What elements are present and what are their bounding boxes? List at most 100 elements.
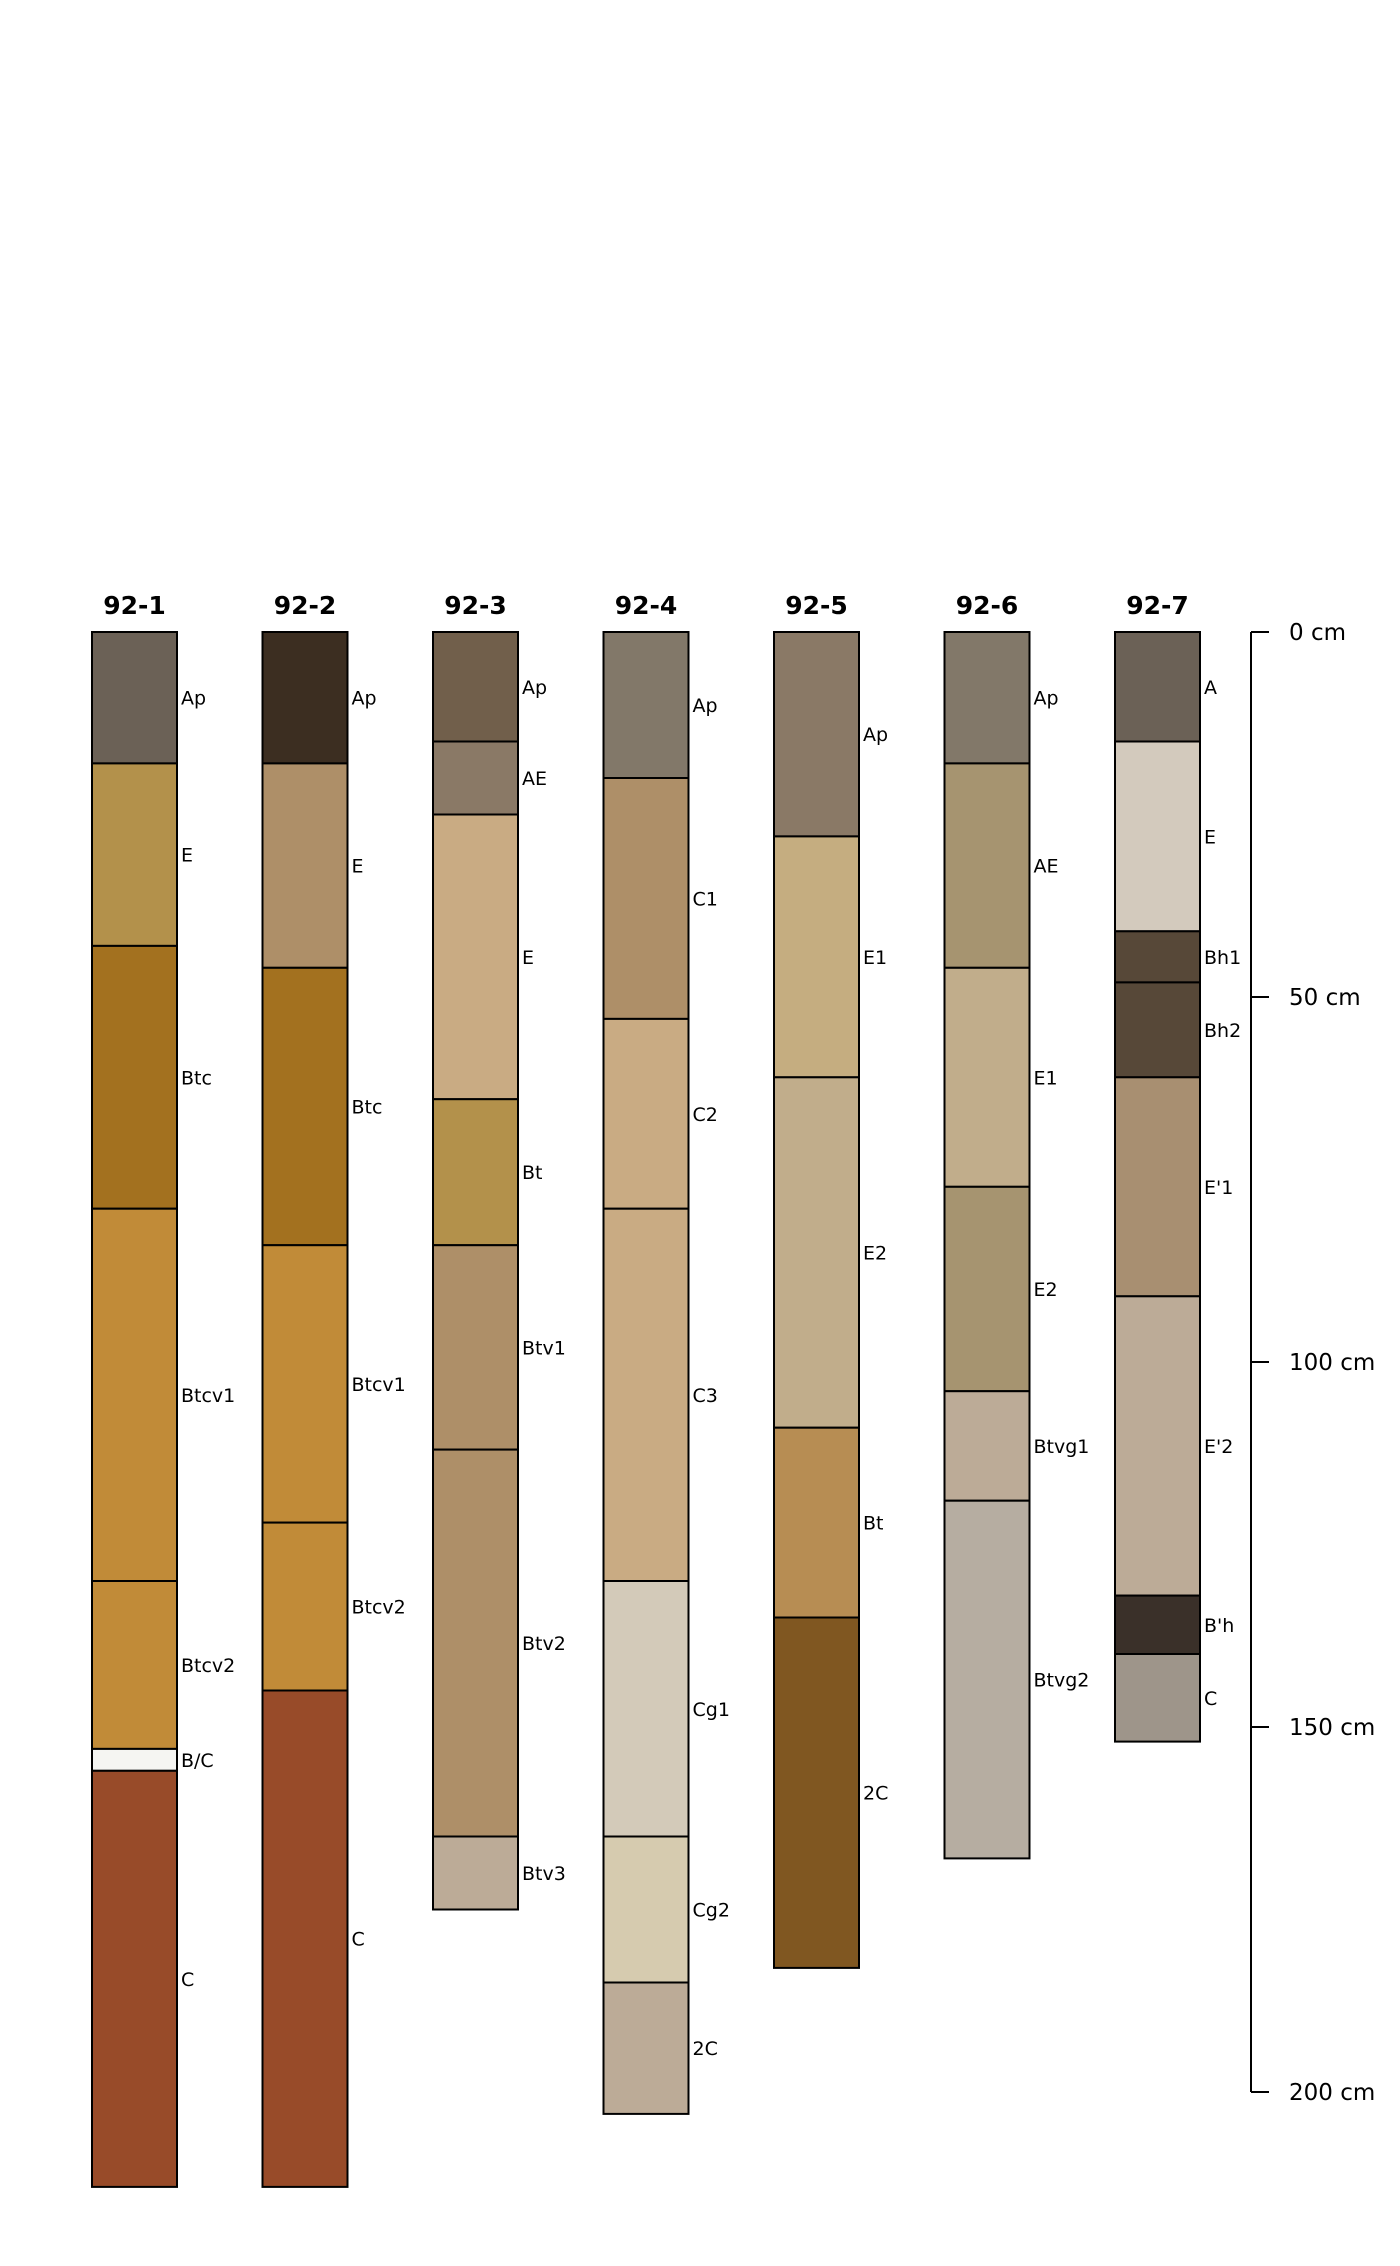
horizon-block [432, 1244, 519, 1451]
horizon-label: C [1204, 1688, 1217, 1710]
depth-tick-label: 100 cm [1289, 1350, 1375, 1376]
horizon-block [432, 1835, 519, 1911]
depth-tick-label: 200 cm [1289, 2080, 1375, 2106]
horizon-label: Cg2 [693, 1900, 730, 1922]
horizon-label: Btvg1 [1034, 1436, 1090, 1458]
horizon-block [91, 944, 178, 1210]
horizon-block [91, 1207, 178, 1582]
horizon-label: Btcv2 [352, 1597, 406, 1619]
horizon-block [1114, 1653, 1201, 1743]
horizon-block [943, 1499, 1031, 1860]
horizon-label: B'h [1204, 1615, 1234, 1637]
horizon-label: Btv1 [522, 1337, 566, 1359]
horizon-label: AE [1034, 856, 1059, 878]
depth-tick-label: 50 cm [1289, 985, 1361, 1011]
horizon-block [602, 1835, 690, 1984]
horizon-label: C2 [693, 1104, 718, 1126]
horizon-label: Btv2 [522, 1633, 566, 1655]
horizon-label: Btcv1 [181, 1385, 235, 1407]
depth-tick-label: 0 cm [1289, 620, 1346, 646]
horizon-label: Ap [693, 695, 718, 717]
horizon-block [773, 1616, 860, 1969]
profile-92-1: 92-1 Ap E Btc Btcv1 Btcv2 B/C C [91, 591, 235, 2188]
horizon-block [1114, 631, 1201, 743]
horizon-label: E2 [863, 1243, 887, 1265]
horizon-block [261, 631, 349, 765]
horizon-label: Btc [352, 1097, 383, 1119]
horizon-label: AE [522, 768, 547, 790]
horizon-block [773, 1076, 860, 1429]
horizon-block [602, 1981, 690, 2115]
horizon-block [602, 1207, 690, 1582]
profile-title: 92-5 [785, 591, 848, 620]
horizon-block [91, 1580, 178, 1750]
horizon-block [261, 1244, 349, 1524]
horizon-label: Cg1 [693, 1699, 730, 1721]
horizon-block [1114, 1594, 1201, 1655]
horizon-block [1114, 1295, 1201, 1597]
horizon-label: E'1 [1204, 1177, 1233, 1199]
horizon-label: E'2 [1204, 1436, 1233, 1458]
horizon-block [773, 835, 860, 1079]
horizon-label: A [1204, 677, 1217, 699]
profile-92-3: 92-3 Ap AE E Bt Btv1 Btv2 Btv3 [432, 591, 566, 1911]
horizon-label: C [181, 1969, 194, 1991]
horizon-label: E [181, 845, 193, 867]
horizon-block [432, 1448, 519, 1838]
horizon-block [1114, 981, 1201, 1079]
horizon-label: B/C [181, 1750, 214, 1772]
horizon-label: Ap [522, 677, 547, 699]
horizon-label: E1 [863, 947, 887, 969]
horizon-block [602, 1017, 690, 1210]
horizon-block [943, 762, 1031, 969]
profile-title: 92-4 [615, 591, 678, 620]
horizon-label: Ap [1034, 688, 1059, 710]
profile-title: 92-1 [103, 591, 166, 620]
horizon-block [261, 762, 349, 969]
horizon-block [432, 631, 519, 743]
horizon-block [432, 1098, 519, 1247]
horizon-label: E [1204, 826, 1216, 848]
horizon-label: Ap [352, 688, 377, 710]
horizon-block [261, 1521, 349, 1692]
profile-title: 92-2 [274, 591, 337, 620]
horizon-block [943, 966, 1031, 1188]
horizon-block [91, 762, 178, 947]
horizon-block [1114, 740, 1201, 933]
horizon-block [773, 631, 860, 838]
profile-title: 92-6 [956, 591, 1019, 620]
soil-profiles: 92-1 Ap E Btc Btcv1 Btcv2 B/C C 92-2 Ap E Btc Btcv1 B… [91, 591, 1241, 2188]
horizon-label: C1 [693, 888, 718, 910]
horizon-label: Btc [181, 1067, 212, 1089]
horizon-label: E2 [1034, 1279, 1058, 1301]
horizon-label: C3 [693, 1385, 718, 1407]
profile-92-2: 92-2 Ap E Btc Btcv1 Btcv2 C [261, 591, 406, 2188]
horizon-block [602, 777, 690, 1020]
horizon-block [602, 631, 690, 779]
horizon-label: Btcv2 [181, 1655, 235, 1677]
profile-92-4: 92-4 Ap C1 C2 C3 Cg1 Cg2 2C [602, 591, 730, 2115]
horizon-label: E [522, 947, 534, 969]
profile-92-6: 92-6 Ap AE E1 E2 Btvg1 Btvg2 [943, 591, 1090, 1860]
horizon-block [1114, 1076, 1201, 1298]
horizon-block [432, 740, 519, 816]
horizon-block [943, 631, 1031, 765]
horizon-block [602, 1580, 690, 1838]
horizon-label: Bh1 [1204, 947, 1241, 969]
horizon-block [773, 1426, 860, 1619]
horizon-label: Btvg2 [1034, 1670, 1090, 1692]
horizon-label: 2C [693, 2038, 718, 2060]
horizon-block [432, 813, 519, 1101]
horizon-label: 2C [863, 1783, 888, 1805]
depth-tick-label: 150 cm [1289, 1715, 1375, 1741]
horizon-label: E1 [1034, 1067, 1058, 1089]
horizon-label: Bt [863, 1513, 883, 1535]
horizon-block [91, 631, 178, 765]
horizon-label: C [352, 1929, 365, 1951]
horizon-label: Btcv1 [352, 1374, 406, 1396]
horizon-block [91, 1747, 178, 1772]
profile-92-7: 92-7 A E Bh1 Bh2 E'1 E'2 B'h C [1114, 591, 1241, 1743]
horizon-block [91, 1769, 178, 2188]
profile-92-5: 92-5 Ap E1 E2 Bt 2C [773, 591, 888, 1969]
